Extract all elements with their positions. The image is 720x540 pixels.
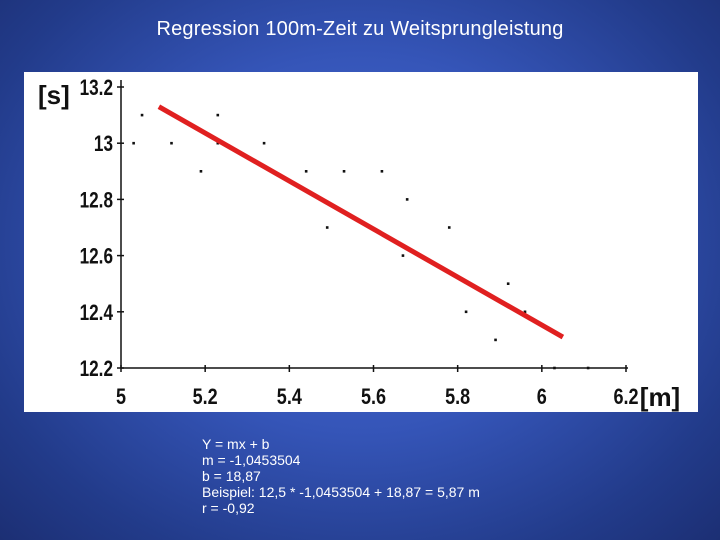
- x-tick-label: 5.8: [445, 385, 470, 409]
- regression-line-layer: [157, 104, 565, 340]
- x-tick-label: 5: [116, 385, 126, 409]
- data-point: [140, 113, 144, 117]
- regression-line: [157, 104, 565, 340]
- data-point: [447, 226, 451, 229]
- data-point: [401, 254, 405, 257]
- points-layer: [132, 113, 590, 370]
- x-unit-label: [m]: [640, 382, 680, 412]
- y-tick-label: 12.4: [80, 301, 113, 326]
- equation-line-slope: m = -1,0453504: [202, 452, 301, 468]
- axes-layer: [117, 80, 628, 372]
- scatter-chart: 12.2 12.4 12.6 12.8 13 13.2 5 5.2 5.4 5.6 5.8 6 6.2[…: [24, 72, 698, 412]
- equation-line-intercept: b = 18,87: [202, 468, 261, 484]
- equation-line-correlation: r = -0,92: [202, 500, 255, 516]
- data-point: [342, 170, 346, 173]
- data-point: [132, 141, 135, 145]
- data-point: [494, 338, 497, 342]
- x-tick-label: 5.2: [193, 385, 218, 409]
- data-point: [216, 141, 220, 145]
- x-tick-label: 5.6: [361, 385, 386, 409]
- data-point: [304, 170, 308, 173]
- equation-block: Y = mx + b m = -1,0453504 b = 18,87 Beis…: [202, 436, 480, 516]
- data-point: [523, 310, 527, 314]
- data-point: [325, 226, 329, 229]
- y-unit-label: [s]: [38, 80, 70, 110]
- data-point: [586, 366, 590, 370]
- equation-line-formula: Y = mx + b: [202, 436, 270, 452]
- data-point: [553, 366, 556, 370]
- data-point: [380, 170, 384, 173]
- y-tick-label: 13.2: [80, 76, 113, 101]
- y-tick-label: 13: [94, 132, 113, 157]
- x-tick-label: 6.2: [613, 385, 638, 409]
- data-point: [216, 113, 220, 117]
- x-tick-label: 5.4: [277, 385, 303, 409]
- data-point: [170, 141, 173, 145]
- data-point: [506, 282, 510, 285]
- data-point: [464, 310, 468, 314]
- data-point: [405, 198, 409, 201]
- data-point: [262, 141, 266, 145]
- x-tick-label: 6: [537, 385, 547, 409]
- y-tick-label: 12.6: [80, 245, 113, 270]
- equation-line-example: Beispiel: 12,5 * -1,0453504 + 18,87 = 5,…: [202, 484, 480, 500]
- data-point: [199, 170, 203, 173]
- slide-title: Regression 100m-Zeit zu Weitsprungleistu…: [156, 18, 564, 40]
- y-tick-label: 12.2: [80, 357, 113, 382]
- y-tick-label: 12.8: [80, 188, 113, 213]
